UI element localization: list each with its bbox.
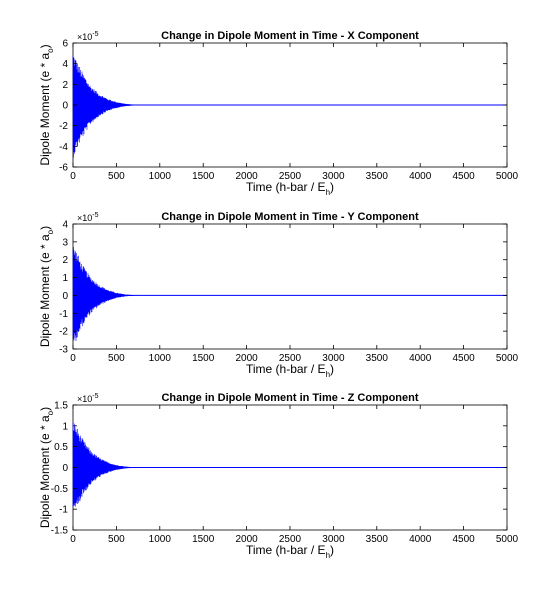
x-tick-label: 5000: [496, 171, 519, 182]
chart-panel-1: 0 500 1000 1500 2000 2500 3000 3500 4000 4500 5000…: [38, 30, 519, 197]
y-tick-label: 1: [62, 421, 68, 432]
y-axis-label: Dipole Moment (e * ao): [38, 44, 55, 165]
y-tick-label: -4: [59, 142, 68, 153]
x-tick-label: 1000: [149, 534, 172, 545]
y-exponent-label: ×10-5: [77, 31, 99, 42]
x-tick-label: 2000: [235, 534, 258, 545]
y-tick-label: -0.5: [51, 484, 69, 495]
x-tick-label: 3500: [366, 353, 389, 364]
y-tick-label: 3: [62, 237, 68, 248]
y-tick-label: -3: [59, 345, 68, 356]
plot-area: [72, 223, 508, 350]
x-tick-label: 2500: [279, 353, 302, 364]
y-tick-label: 4: [62, 220, 68, 231]
x-tick-label: 5000: [496, 353, 519, 364]
y-axis-label: Dipole Moment (e * ao): [38, 226, 55, 347]
x-tick-label: 4000: [409, 534, 432, 545]
y-tick-label: -2: [59, 121, 68, 132]
x-axis-label: Time (h-bar / Eh): [246, 543, 334, 560]
x-tick-label: 1000: [149, 353, 172, 364]
x-tick-label: 1500: [192, 171, 215, 182]
x-tick-label: 500: [108, 353, 125, 364]
x-tick-label: 4500: [452, 534, 475, 545]
x-tick-label: 0: [70, 353, 76, 364]
x-tick-label: 3500: [366, 171, 389, 182]
x-tick-label: 3000: [322, 353, 345, 364]
y-tick-label: -6: [59, 163, 68, 174]
x-tick-label: 2000: [235, 171, 258, 182]
x-tick-label: 0: [70, 171, 76, 182]
chart-title: Change in Dipole Moment in Time - Z Comp…: [161, 392, 418, 404]
x-axis-label: Time (h-bar / Eh): [246, 362, 334, 379]
x-tick-label: 4000: [409, 171, 432, 182]
x-tick-label: 2000: [235, 353, 258, 364]
chart-title: Change in Dipole Moment in Time - Y Comp…: [161, 211, 419, 223]
x-tick-label: 5000: [496, 534, 519, 545]
x-tick-label: 3500: [366, 534, 389, 545]
x-tick-label: 2500: [279, 534, 302, 545]
chart-panel-2: 0 500 1000 1500 2000 2500 3000 3500 4000 4500 5000…: [38, 211, 519, 379]
x-tick-label: 2500: [279, 171, 302, 182]
y-tick-label: 6: [62, 39, 68, 50]
y-tick-label: 1: [62, 273, 68, 284]
y-exponent-label: ×10-5: [77, 393, 99, 404]
chart-title: Change in Dipole Moment in Time - X Comp…: [161, 30, 419, 42]
y-tick-label: -1: [59, 505, 68, 516]
y-tick-label: -1.5: [51, 526, 69, 537]
y-tick-label: 0: [62, 463, 68, 474]
x-tick-label: 4000: [409, 353, 432, 364]
y-tick-label: 0.5: [54, 442, 68, 453]
y-tick-label: 2: [62, 255, 68, 266]
x-tick-label: 1500: [192, 534, 215, 545]
x-tick-label: 1500: [192, 353, 215, 364]
y-tick-label: 0: [62, 291, 68, 302]
y-tick-label: 2: [62, 80, 68, 91]
y-tick-label: -2: [59, 327, 68, 338]
y-tick-label: -1: [59, 309, 68, 320]
chart-panel-3: 0 500 1000 1500 2000 2500 3000 3500 4000 4500 5000…: [38, 392, 519, 560]
x-tick-label: 3000: [322, 171, 345, 182]
x-tick-label: 4500: [452, 171, 475, 182]
x-tick-label: 500: [108, 171, 125, 182]
x-tick-label: 1000: [149, 171, 172, 182]
x-axis-label: Time (h-bar / Eh): [246, 180, 334, 197]
x-tick-label: 3000: [322, 534, 345, 545]
y-exponent-label: ×10-5: [77, 212, 99, 223]
y-tick-label: 0: [62, 101, 68, 112]
y-tick-label: 4: [62, 59, 68, 70]
x-tick-label: 500: [108, 534, 125, 545]
x-tick-label: 4500: [452, 353, 475, 364]
x-tick-label: 0: [70, 534, 76, 545]
y-axis-label: Dipole Moment (e * ao): [38, 407, 55, 528]
y-tick-label: 1.5: [54, 401, 68, 412]
